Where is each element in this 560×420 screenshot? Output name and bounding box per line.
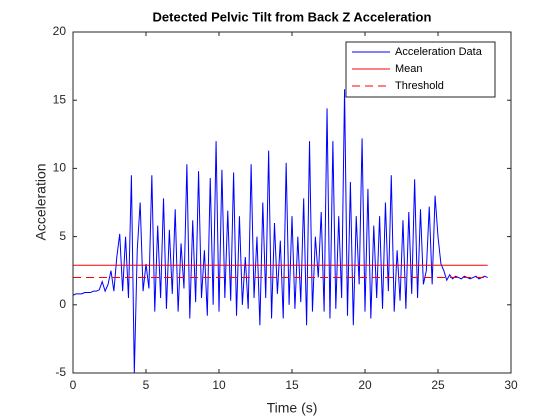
legend-label: Mean	[395, 63, 423, 75]
chart-title: Detected Pelvic Tilt from Back Z Acceler…	[153, 9, 432, 24]
y-tick-label: 0	[59, 297, 66, 311]
y-tick-label: -5	[55, 365, 66, 379]
y-tick-label: 10	[53, 161, 67, 175]
x-tick-label: 30	[504, 378, 518, 392]
legend-label: Acceleration Data	[395, 46, 483, 58]
x-tick-label: 25	[431, 378, 445, 392]
series-line	[72, 89, 488, 374]
x-tick-label: 0	[70, 378, 77, 392]
x-tick-label: 5	[143, 378, 150, 392]
y-tick-label: 15	[53, 92, 67, 106]
x-tick-label: 20	[358, 378, 372, 392]
x-tick-label: 15	[285, 378, 299, 392]
x-axis-label: Time (s)	[267, 400, 318, 416]
y-tick-label: 20	[53, 24, 67, 38]
legend-label: Threshold	[395, 80, 444, 92]
axes-box	[72, 31, 512, 374]
x-tick-label: 10	[212, 378, 226, 392]
y-axis-label: Acceleration	[33, 163, 49, 240]
y-tick-label: 5	[59, 229, 66, 243]
